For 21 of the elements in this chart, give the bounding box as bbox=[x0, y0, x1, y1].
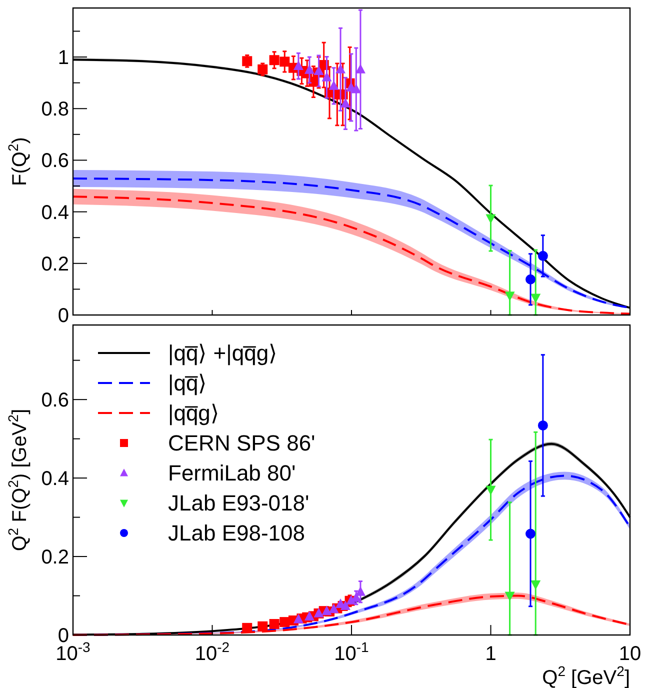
legend-label: JLab E93-018' bbox=[168, 490, 310, 516]
y-tick-label: 0.4 bbox=[41, 202, 69, 224]
y-tick-label: 1 bbox=[58, 47, 69, 70]
y-tick-label: 0.2 bbox=[41, 253, 69, 276]
y-tick-label: 0 bbox=[58, 305, 69, 327]
y-tick-label: 0.8 bbox=[41, 98, 69, 121]
y-tick-label: 0.6 bbox=[41, 390, 69, 412]
x-tick-label: 1 bbox=[485, 643, 496, 665]
x-axis-title: Q$^{2}$ [GeV$^{2}$] bbox=[542, 663, 630, 688]
legend-label: FermiLab 80' bbox=[168, 460, 296, 486]
legend-label: JLab E98-108 bbox=[168, 520, 305, 546]
x-tick-label: 10$^{-1}$ bbox=[334, 639, 370, 665]
y-tick-label: 0.2 bbox=[41, 546, 69, 569]
x-tick-label: 10$^{-2}$ bbox=[194, 639, 230, 665]
y-tick-label: 0.6 bbox=[41, 150, 69, 172]
legend-label: |qq̅⟩ +|qq̅g⟩ bbox=[168, 340, 278, 366]
y-tick-label: 0.4 bbox=[41, 468, 69, 490]
legend-label: CERN SPS 86' bbox=[168, 430, 316, 456]
legend-label: |qq̅⟩ bbox=[168, 370, 208, 396]
legend-label: |qq̅g⟩ bbox=[168, 400, 220, 426]
x-tick-label: 10 bbox=[618, 643, 642, 665]
